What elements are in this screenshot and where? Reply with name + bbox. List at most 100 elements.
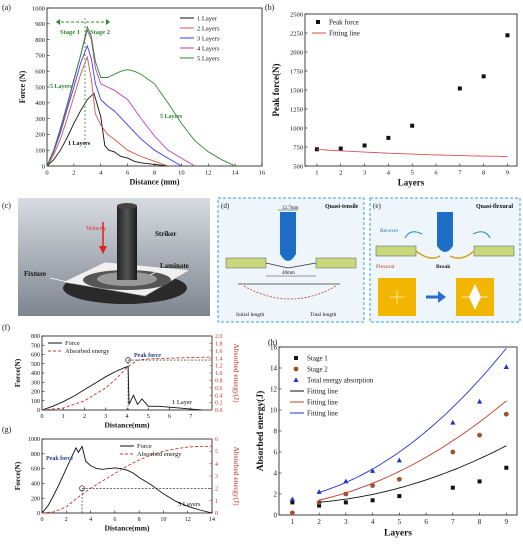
y-tick-label: 500 [35, 84, 45, 91]
data-point-stage2 [370, 483, 375, 488]
legend-label-2: 3 Layers [197, 35, 220, 42]
stage1-label: Stage 1 [60, 29, 80, 36]
x-tick-label: 14 [232, 170, 239, 177]
x-tick-label: 12 [205, 170, 212, 177]
x-tick-label: 6 [113, 517, 116, 523]
x-tick-label: 16 [259, 170, 266, 177]
series-line-4 [46, 25, 236, 167]
y2-tick-label: 1.0 [215, 371, 223, 377]
x-tick-label: 0 [45, 170, 48, 177]
width-top-label: 12.7mm [282, 206, 299, 211]
data-point [362, 143, 367, 148]
x-tick-label: 5 [398, 518, 402, 526]
x-tick-label: 2 [72, 170, 75, 177]
initial-length-label: Initial length [236, 312, 265, 318]
stage2-label: Stage 2 [90, 29, 110, 36]
fit-line-3 [319, 445, 507, 503]
y-tick-label: 1250 [290, 106, 303, 113]
x-tick-label: 4 [99, 170, 103, 177]
one-layer-label: 1 Layers [68, 141, 91, 147]
legend-label-4: Fitting line [307, 398, 338, 406]
striker-top [117, 203, 137, 209]
data-point-stage2 [503, 411, 509, 417]
x-tick-label: 6 [126, 170, 130, 177]
x-tick-label: 1 [315, 170, 318, 177]
data-point [504, 465, 509, 470]
flexural-title: Quasi-flexural [476, 204, 513, 210]
x-tick-label: 9 [505, 518, 509, 526]
x-tick-label: 12 [185, 517, 191, 523]
laminate-label: Laminate [160, 262, 189, 270]
data-point-stage2 [477, 432, 482, 438]
data-point [410, 123, 415, 128]
x-tick-label: 3 [363, 170, 366, 177]
y-tick-label: 300 [35, 116, 45, 123]
tensile-fiber-left [265, 262, 289, 269]
fixture-label: Fixture [24, 270, 46, 278]
x-tick-label: 9 [506, 170, 509, 177]
tensile-left-plate [225, 257, 267, 269]
y-tick-label: 2500 [290, 11, 303, 18]
y-tick-label: 1000 [32, 5, 45, 12]
y2-tick-label: 1.8 [215, 342, 223, 348]
y-tick-label: 0 [274, 511, 278, 519]
tensile-title: Quasi-tensile [325, 204, 359, 210]
y2-tick-label: 5 [215, 449, 218, 455]
y-tick-label: 1500 [290, 87, 303, 94]
data-point-total [289, 496, 295, 502]
y-tick-label: 700 [31, 343, 40, 349]
y-axis-label: Force(N) [13, 358, 22, 387]
schematic-impact-test: Velocity Striker Fixture Laminate [18, 198, 210, 316]
data-point-total [503, 364, 509, 369]
y2-tick-label: 0.2 [215, 401, 223, 407]
data-point-total [396, 457, 402, 463]
f-layers-label: 1 Layer [172, 399, 193, 406]
y2-tick-label: 1.6 [215, 349, 223, 355]
data-point-stage2 [450, 449, 456, 455]
legend-marker-2 [293, 377, 299, 382]
legend-label-2: Total energy absorption [307, 376, 374, 384]
f-peak-label: Peak force [134, 353, 161, 359]
data-point [505, 33, 510, 38]
chart-peak-force: 1 2 3 4 5 6 7 8 9 500 750 1000 1250 1500 1750 2000 2250 2… [271, 11, 518, 188]
data-point-total [316, 489, 322, 494]
x-axis-label: Distance (mm) [130, 178, 180, 187]
schematic-quasi-flexural: (e) Quasi-flexural Recover Flexural Brea… [369, 197, 521, 323]
panel-label-f: (f) [2, 323, 10, 332]
y-axis-label: Peak force(N) [271, 63, 281, 116]
legend-marker-1 [293, 366, 299, 372]
data-point [457, 86, 462, 91]
recover-arrow-right [472, 231, 491, 239]
panel-label-e: (e) [373, 202, 381, 210]
data-point [338, 146, 343, 151]
data-point-stage2 [316, 500, 322, 505]
data-point [343, 500, 348, 505]
recover-arrow [404, 231, 423, 239]
y-axis-label: Force (N) [18, 70, 27, 103]
legend-marker-0 [316, 20, 320, 24]
y-tick-label: 0 [37, 511, 40, 517]
legend-label-0: Peak force [329, 18, 359, 26]
data-point [370, 498, 375, 503]
x-tick-label: 2 [317, 518, 321, 526]
panel-label-g: (g) [2, 425, 12, 434]
x-tick-label: 8 [482, 170, 485, 177]
series-line-1 [46, 55, 169, 167]
schematic-quasi-tensile: (d) Quasi-tensile 12.7mm 40mm Initial le… [217, 197, 365, 323]
panel-label-a: (a) [2, 3, 11, 12]
y-tick-label: 800 [31, 334, 40, 340]
y-tick-label: 300 [31, 380, 40, 386]
y-tick-label: 750 [293, 144, 303, 151]
data-point [317, 503, 322, 508]
data-point [450, 485, 455, 490]
y-tick-label: 100 [31, 399, 40, 405]
series-line-0 [41, 365, 202, 411]
x-tick-label: 14 [209, 517, 215, 523]
five-layers-left-label: 5 Layers [50, 84, 73, 90]
series-line-1 [41, 356, 213, 411]
legend-label-1: 2 Layers [197, 25, 220, 32]
flexural-bent-left [415, 250, 441, 259]
data-point [481, 74, 486, 79]
y-tick-label: 500 [31, 362, 40, 368]
